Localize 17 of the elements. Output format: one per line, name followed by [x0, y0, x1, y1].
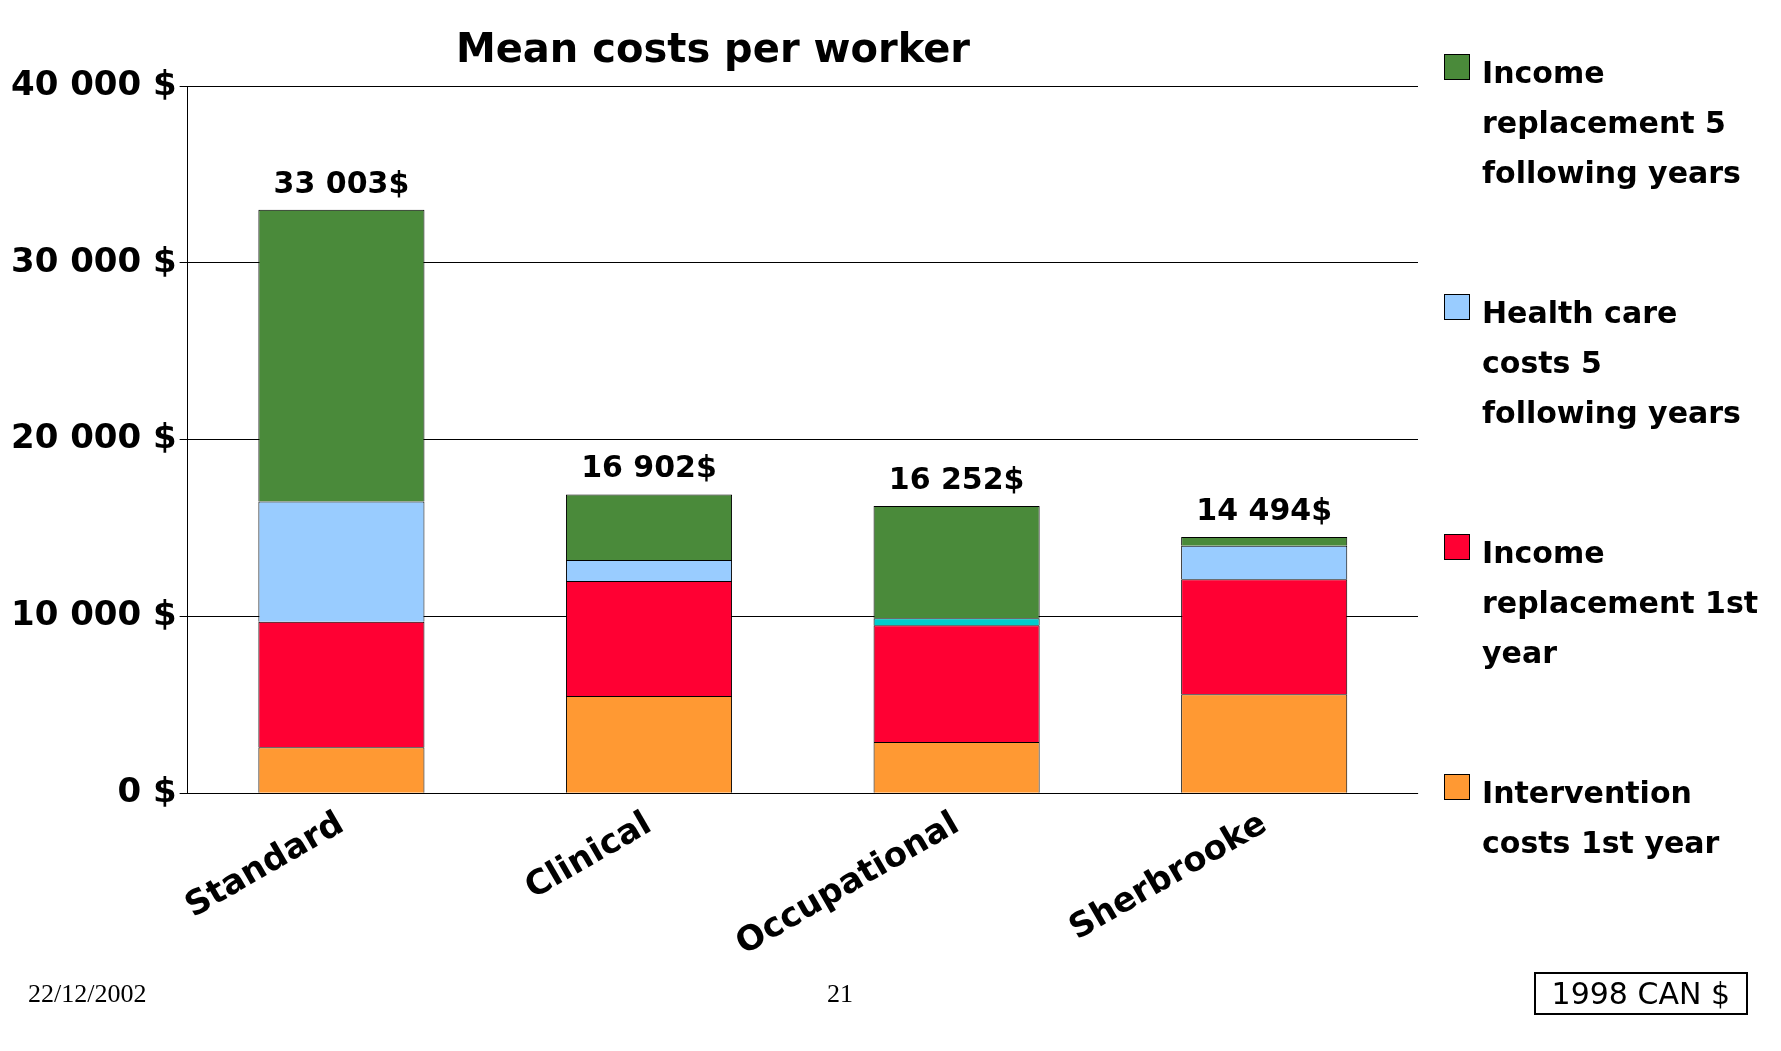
y-tick-label: 10 000 $: [10, 593, 177, 634]
y-tick-label: 30 000 $: [10, 239, 177, 280]
legend-label: Intervention costs 1st year: [1482, 774, 1721, 862]
text: 21: [827, 978, 854, 1009]
text: 22/12/2002: [28, 978, 147, 1009]
total-label: 16 902$: [581, 449, 717, 485]
total-label: 16 252$: [888, 460, 1025, 496]
legend-label: Health care costs 5 following years: [1482, 294, 1742, 432]
total-label: 14 494$: [1196, 491, 1333, 527]
legend-label: Income replacement 1st year: [1482, 534, 1760, 672]
y-tick-label: 20 000 $: [10, 416, 177, 457]
chart-title: Mean costs per worker: [455, 25, 971, 72]
y-tick-label: 40 000 $: [10, 62, 177, 103]
text: 1998 CAN $: [1533, 972, 1748, 1015]
legend-label: Income replacement 5 following years: [1482, 54, 1742, 192]
total-label: 33 003$: [273, 164, 410, 200]
y-tick-label: 0 $: [117, 770, 177, 811]
